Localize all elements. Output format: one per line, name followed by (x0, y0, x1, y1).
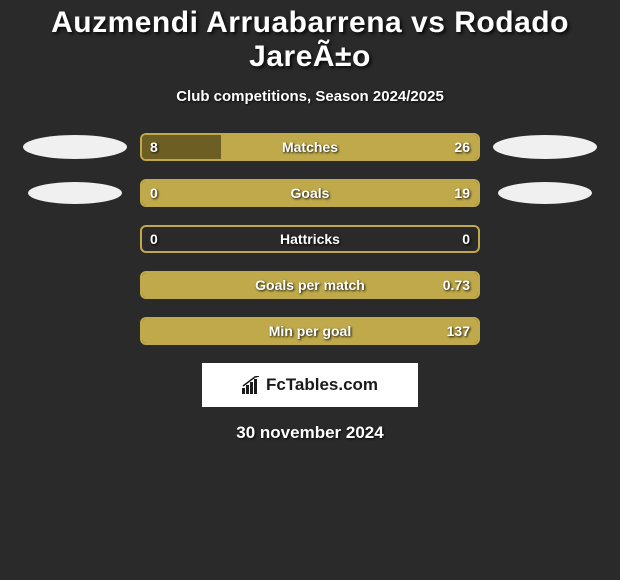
stat-bar: Min per goal 137 (140, 317, 480, 345)
stats-rows: 8 Matches 26 0 Goals 19 0 Hattricks 0 Goals per m… (0, 133, 620, 345)
logo-text: FcTables.com (266, 375, 378, 395)
comparison-container: Auzmendi Arruabarrena vs Rodado JareÃ±o … (0, 0, 620, 443)
stat-label: Min per goal (269, 323, 351, 339)
left-badge-slot (20, 271, 130, 299)
page-title: Auzmendi Arruabarrena vs Rodado JareÃ±o (0, 6, 620, 74)
stat-label: Goals (291, 185, 330, 201)
logo-box: FcTables.com (202, 363, 418, 407)
right-badge-slot (490, 133, 600, 161)
logo: FcTables.com (242, 375, 378, 395)
left-value: 0 (150, 185, 158, 201)
left-badge-slot (20, 133, 130, 161)
stat-row: Goals per match 0.73 (0, 271, 620, 299)
chart-icon (242, 376, 262, 394)
subtitle: Club competitions, Season 2024/2025 (0, 88, 620, 105)
left-value: 0 (150, 231, 158, 247)
left-badge-slot (20, 179, 130, 207)
stat-bar: 0 Hattricks 0 (140, 225, 480, 253)
stat-bar: Goals per match 0.73 (140, 271, 480, 299)
right-value: 0 (462, 231, 470, 247)
right-value: 137 (447, 323, 470, 339)
right-value: 19 (454, 185, 470, 201)
date-label: 30 november 2024 (0, 423, 620, 443)
right-value: 26 (454, 139, 470, 155)
right-badge-slot (490, 225, 600, 253)
left-value: 8 (150, 139, 158, 155)
stat-row: Min per goal 137 (0, 317, 620, 345)
stat-label: Matches (282, 139, 338, 155)
left-badge-slot (20, 317, 130, 345)
stat-bar: 0 Goals 19 (140, 179, 480, 207)
bar-fill-right (221, 135, 478, 159)
team-badge-left (28, 182, 122, 204)
right-badge-slot (490, 271, 600, 299)
right-value: 0.73 (443, 277, 470, 293)
right-badge-slot (490, 179, 600, 207)
team-badge-right (493, 135, 597, 159)
stat-label: Goals per match (255, 277, 365, 293)
stat-label: Hattricks (280, 231, 340, 247)
stat-row: 8 Matches 26 (0, 133, 620, 161)
team-badge-left (23, 135, 127, 159)
stat-row: 0 Goals 19 (0, 179, 620, 207)
stat-row: 0 Hattricks 0 (0, 225, 620, 253)
stat-bar: 8 Matches 26 (140, 133, 480, 161)
left-badge-slot (20, 225, 130, 253)
right-badge-slot (490, 317, 600, 345)
team-badge-right (498, 182, 592, 204)
